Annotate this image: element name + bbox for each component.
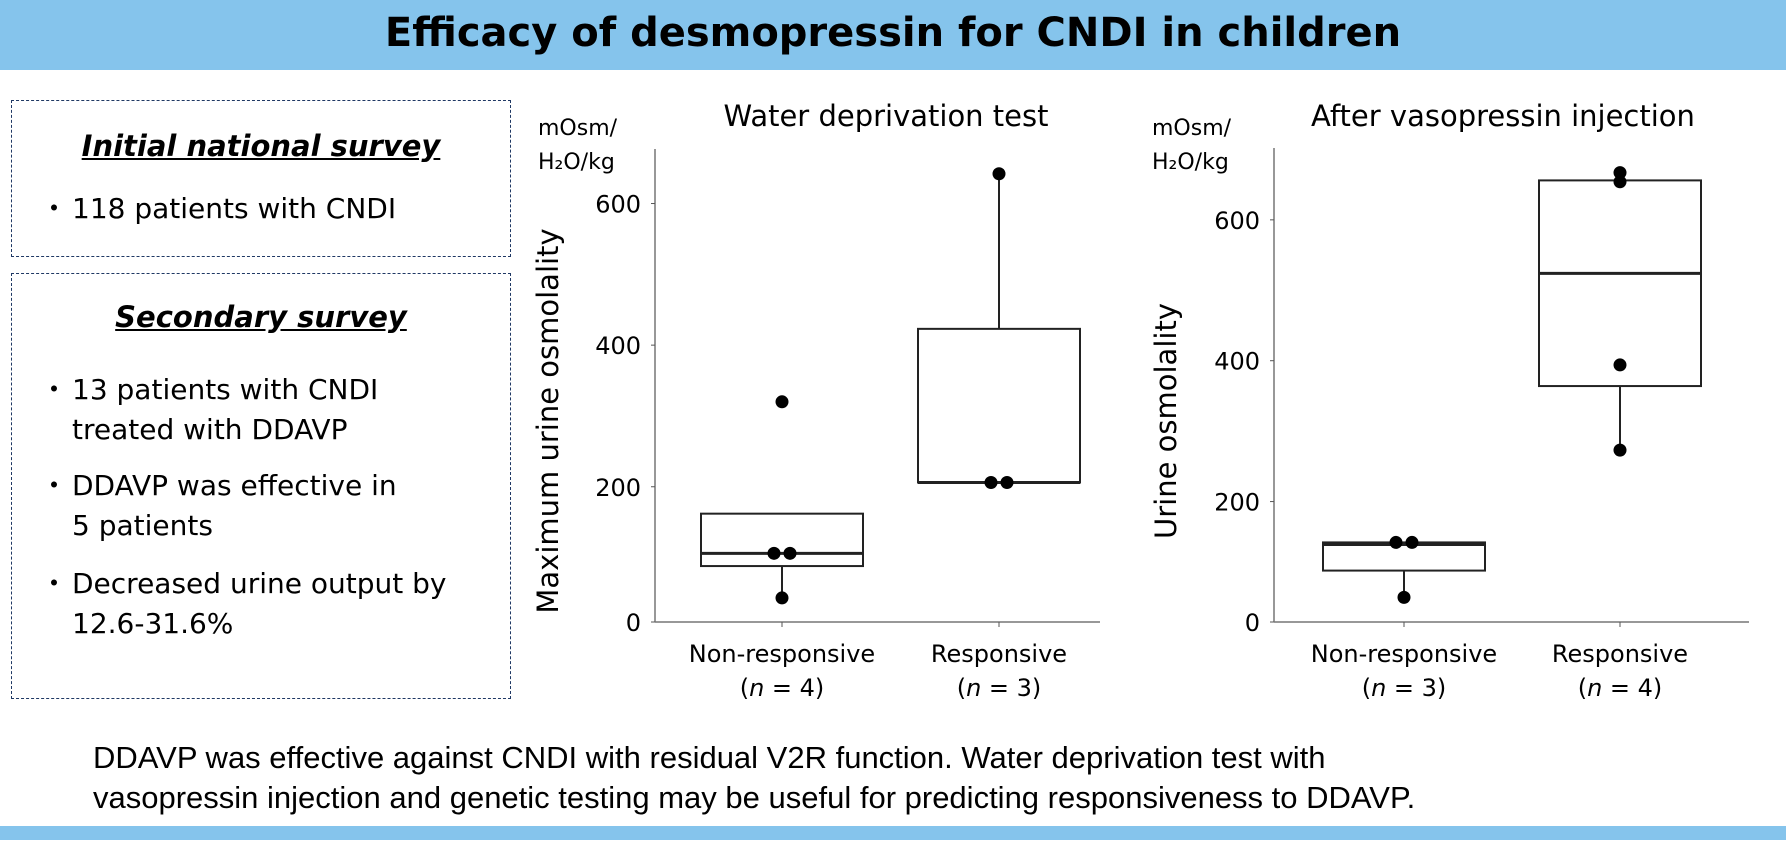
y-unit-label: mOsm/ [538, 116, 618, 141]
secondary-survey-heading: Secondary survey [115, 300, 407, 334]
bullet-line: 12.6-31.6% [72, 607, 234, 640]
bullet-line: 13 patients with CNDI [72, 373, 379, 406]
y-tick-label: 0 [626, 609, 641, 637]
x-tick-label: Non-responsive [1311, 640, 1497, 668]
sample-size-label: (n = 4) [1578, 674, 1663, 702]
conclusion-text: DDAVP was effective against CNDI with re… [93, 738, 1415, 818]
y-tick-label: 600 [1214, 207, 1260, 235]
y-axis-label: Urine osmolality [1149, 303, 1183, 539]
conclusion-line: vasopressin injection and genetic testin… [93, 780, 1416, 815]
sample-size-label: (n = 3) [957, 674, 1042, 702]
bullet-line: DDAVP was effective in [72, 469, 397, 502]
data-point [1389, 535, 1403, 549]
box [1322, 541, 1486, 572]
bullet-text: DDAVP was effective in 5 patients [72, 466, 397, 546]
bullet-icon: ・ [40, 567, 69, 600]
bullet-icon: ・ [40, 469, 69, 502]
data-point [1613, 166, 1627, 180]
secondary-survey-box: Secondary survey ・ 13 patients with CNDI… [11, 273, 511, 699]
x-tick-label: Responsive [1552, 640, 1688, 668]
data-point [1405, 535, 1419, 549]
box [917, 327, 1081, 484]
bullet-text: Decreased urine output by 12.6-31.6% [72, 564, 446, 644]
x-tick-label: Non-responsive [689, 640, 875, 668]
y-tick-label: 400 [595, 332, 641, 360]
y-tick-label: 0 [1245, 609, 1260, 637]
sample-size-label: (n = 3) [1362, 674, 1447, 702]
bullet-icon: ・ [40, 192, 69, 225]
data-point [1613, 443, 1627, 457]
data-point [1613, 175, 1627, 189]
x-tick-label: Responsive [931, 640, 1067, 668]
initial-survey-box: Initial national survey ・ 118 patients w… [11, 100, 511, 257]
bullet-line: Decreased urine output by [72, 567, 447, 600]
y-tick-label: 400 [1214, 348, 1260, 376]
data-point [992, 167, 1006, 181]
y-tick-label: 600 [595, 191, 641, 219]
page-title: Efficacy of desmopressin for CNDI in chi… [384, 10, 1402, 56]
data-point [1613, 358, 1627, 372]
chart-title: After vasopressin injection [1311, 99, 1695, 133]
data-point [775, 395, 789, 409]
y-tick-label: 200 [1214, 489, 1260, 517]
bullet-line: 5 patients [72, 509, 213, 542]
y-tick-label: 200 [595, 474, 641, 502]
box [700, 512, 864, 568]
footer-band [0, 826, 1786, 840]
data-point [783, 546, 797, 560]
y-axis-label: Maximum urine osmolality [531, 228, 565, 613]
initial-survey-heading: Initial national survey [81, 129, 441, 163]
sample-size-label: (n = 4) [740, 674, 825, 702]
y-unit-label: H₂O/kg [538, 150, 615, 175]
data-point [1000, 476, 1014, 490]
data-point [1397, 590, 1411, 604]
y-unit-label: H₂O/kg [1152, 150, 1229, 175]
bullet-text: 118 patients with CNDI [72, 192, 397, 225]
bullet-icon: ・ [40, 373, 69, 406]
chart-title: Water deprivation test [724, 99, 1049, 133]
data-point [767, 546, 781, 560]
conclusion-line: DDAVP was effective against CNDI with re… [93, 740, 1326, 775]
box [1538, 179, 1702, 388]
data-point [984, 476, 998, 490]
bullet-line: treated with DDAVP [72, 413, 348, 446]
y-unit-label: mOsm/ [1152, 116, 1232, 141]
bullet-text: 13 patients with CNDI treated with DDAVP [72, 370, 378, 450]
header-band [0, 0, 1786, 70]
data-point [775, 591, 789, 605]
